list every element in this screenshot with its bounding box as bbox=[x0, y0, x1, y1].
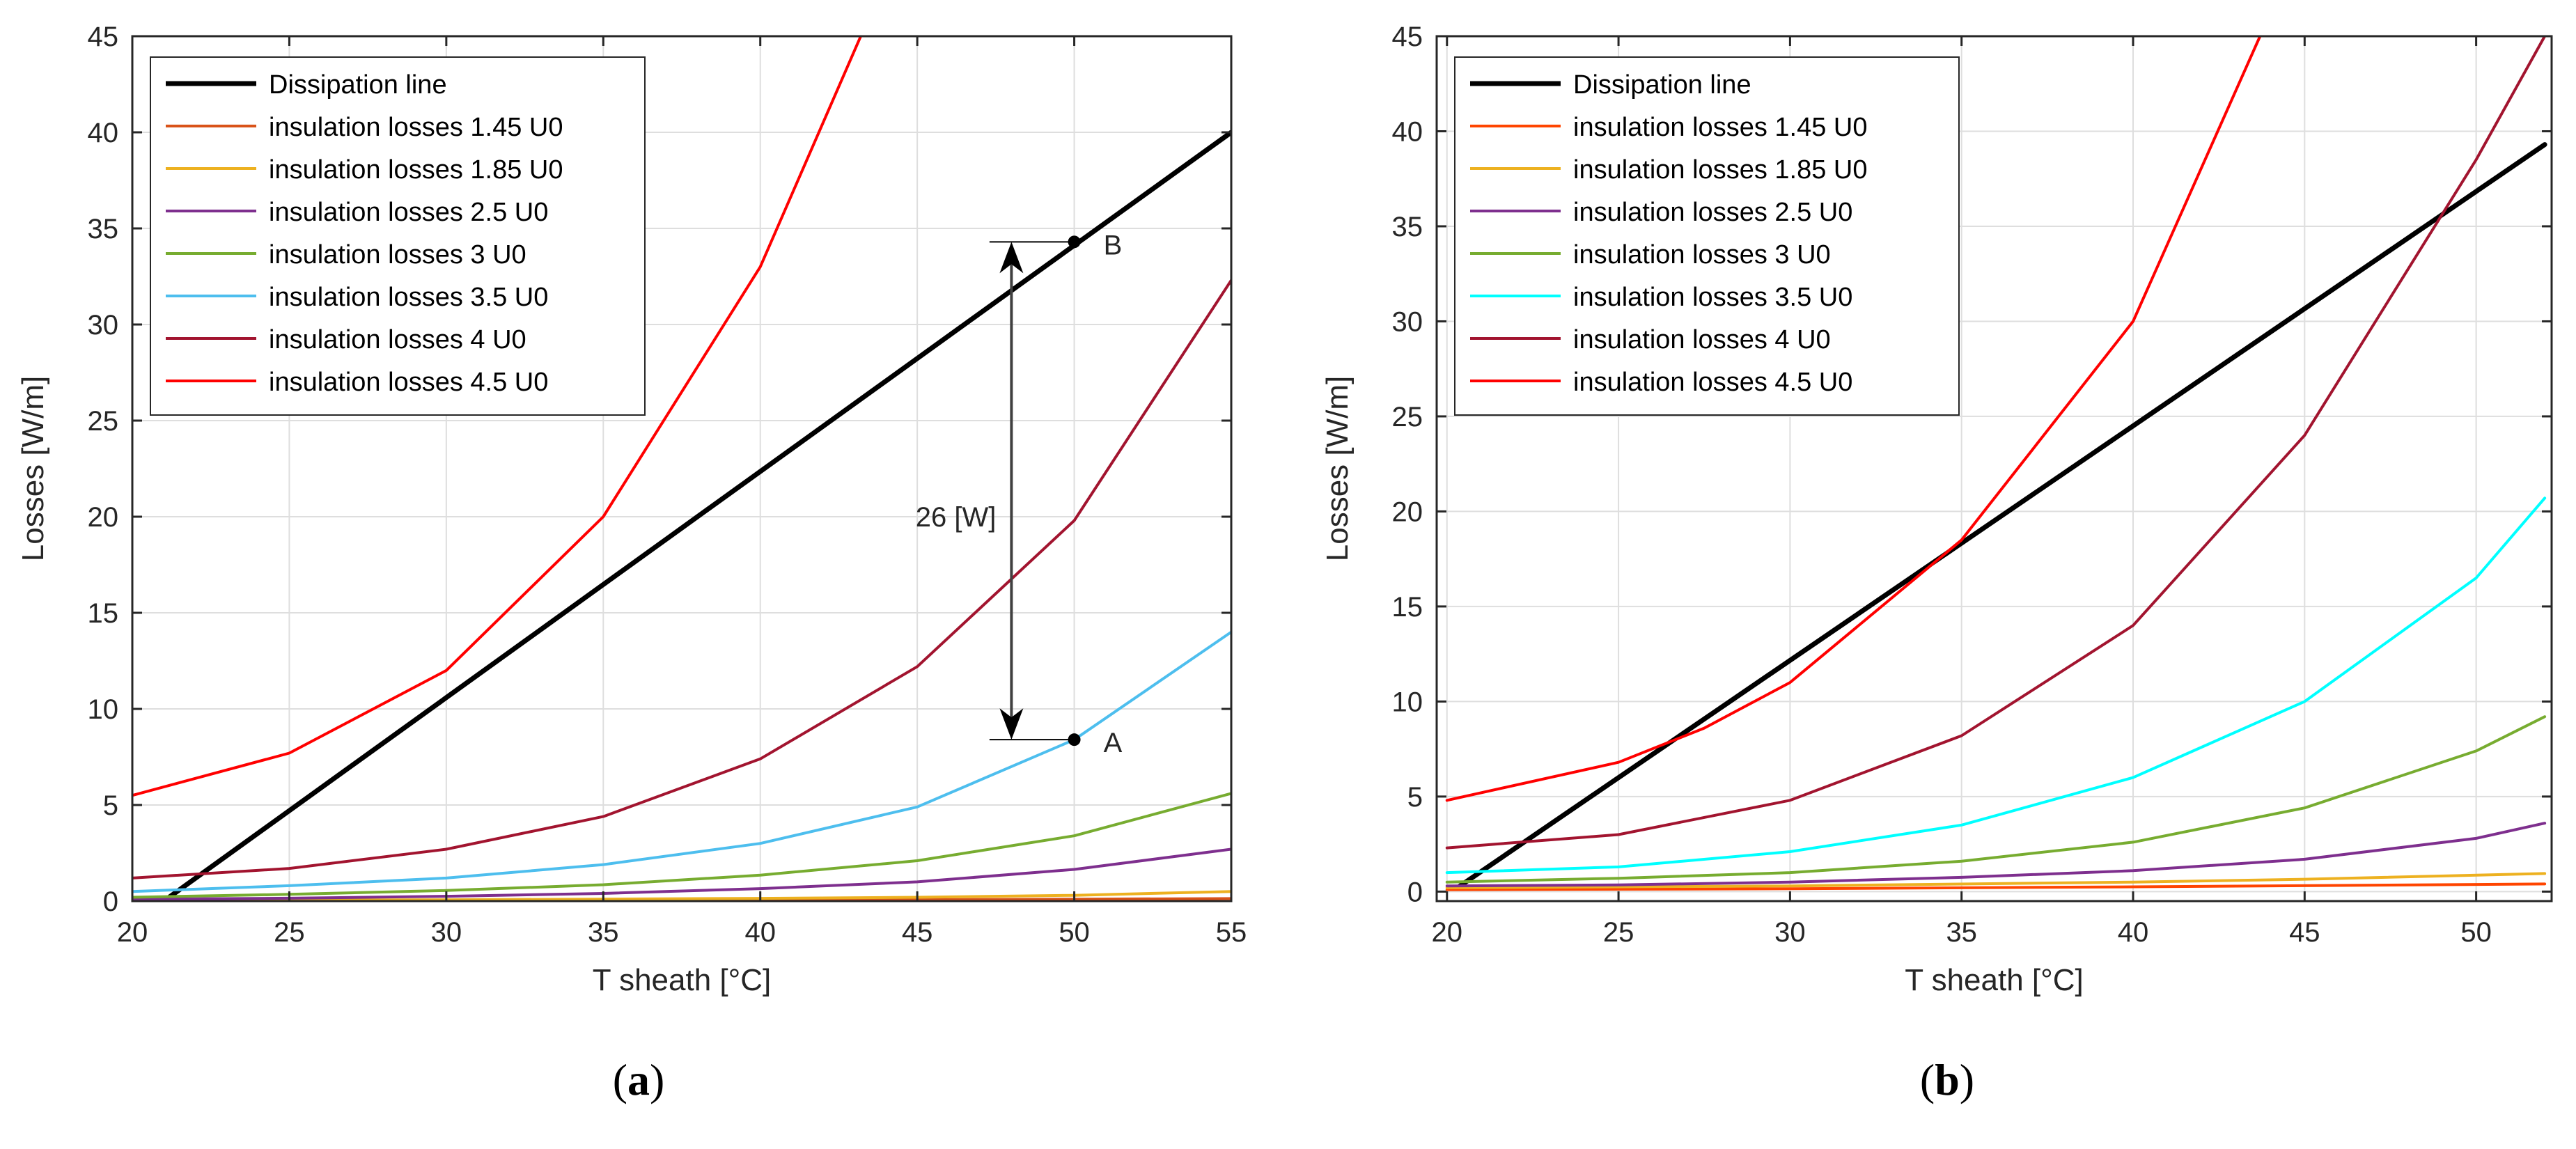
panel-caption-letter: a bbox=[627, 1055, 650, 1104]
y-tick-label: 30 bbox=[1392, 306, 1423, 337]
arrow-difference-label: 26 [W] bbox=[916, 502, 997, 533]
legend-box bbox=[1454, 56, 1960, 416]
series-line-6 bbox=[1445, 36, 2547, 850]
y-axis-label: Losses [W/m] bbox=[1320, 376, 1355, 562]
series-line-4 bbox=[132, 792, 1231, 899]
y-tick-label: 0 bbox=[103, 886, 118, 917]
x-tick-label: 25 bbox=[1603, 917, 1634, 948]
series-line-2 bbox=[1445, 872, 2547, 889]
series-group bbox=[132, 36, 1231, 901]
y-tick-label: 20 bbox=[88, 502, 119, 533]
legend-entry-0: Dissipation line bbox=[269, 70, 447, 100]
x-axis-label: T sheath [°C] bbox=[593, 963, 771, 997]
legend-entry-6: insulation losses 4 U0 bbox=[269, 325, 526, 354]
legend: Dissipation line insulation losses 1.45 U… bbox=[150, 56, 646, 416]
chart-panel-b: 20 25 30 35 40 45 50 0 5 10 15 20 25 30 35 40 45 T sheath… bbox=[1320, 22, 2553, 1104]
y-tick-label: 45 bbox=[1392, 22, 1423, 52]
x-tick-label: 55 bbox=[1216, 917, 1247, 948]
y-tick-label: 45 bbox=[88, 22, 119, 52]
series-line-4 bbox=[1445, 715, 2547, 884]
x-tick-label: 45 bbox=[2289, 917, 2320, 948]
x-tick-label: 30 bbox=[1774, 917, 1806, 948]
legend-entry-5: insulation losses 3.5 U0 bbox=[1573, 283, 1852, 312]
series-line-7 bbox=[132, 36, 862, 797]
legend-entry-4: insulation losses 3 U0 bbox=[1573, 240, 1831, 269]
legend-entry-3: insulation losses 2.5 U0 bbox=[269, 198, 548, 227]
legend-entry-1: insulation losses 1.45 U0 bbox=[269, 113, 563, 142]
arrow-head-up bbox=[999, 242, 1024, 274]
x-tick-label: 45 bbox=[902, 917, 933, 948]
series-line-0 bbox=[1455, 142, 2547, 891]
series-line-5 bbox=[132, 630, 1231, 893]
y-tick-label: 35 bbox=[1392, 212, 1423, 242]
x-tick-label: 50 bbox=[1059, 917, 1090, 948]
panel-caption-b: (b) bbox=[1920, 1055, 1974, 1104]
legend-entry-2: insulation losses 1.85 U0 bbox=[1573, 155, 1867, 185]
series-line-1 bbox=[1445, 882, 2547, 891]
point-a-label: A bbox=[1104, 728, 1123, 758]
series-line-5 bbox=[1445, 497, 2547, 875]
series-line-3 bbox=[132, 847, 1231, 901]
legend: Dissipation line insulation losses 1.45 U… bbox=[1454, 56, 1960, 416]
x-tick-label: 40 bbox=[744, 917, 776, 948]
legend-entry-7: insulation losses 4.5 U0 bbox=[269, 368, 548, 397]
series-line-6 bbox=[132, 279, 1231, 880]
legend-box bbox=[150, 56, 646, 416]
x-tick-label: 40 bbox=[2118, 917, 2149, 948]
y-tick-label: 10 bbox=[88, 694, 119, 725]
legend-entry-5: insulation losses 3.5 U0 bbox=[269, 283, 548, 312]
series-group bbox=[1445, 36, 2547, 891]
x-tick-label: 35 bbox=[588, 917, 619, 948]
point-b-dot bbox=[1068, 235, 1081, 249]
y-tick-label: 40 bbox=[88, 118, 119, 148]
y-tick-label: 15 bbox=[1392, 592, 1423, 623]
y-tick-label: 20 bbox=[1392, 497, 1423, 527]
legend-entry-1: insulation losses 1.45 U0 bbox=[1573, 113, 1867, 142]
x-tick-label: 20 bbox=[117, 917, 148, 948]
y-tick-label: 30 bbox=[88, 310, 119, 341]
x-tick-label: 35 bbox=[1946, 917, 1977, 948]
x-tick-label: 30 bbox=[431, 917, 462, 948]
axes-box bbox=[131, 35, 1233, 902]
y-tick-label: 5 bbox=[1407, 782, 1423, 813]
y-axis-label: Losses [W/m] bbox=[16, 376, 50, 562]
legend-entry-6: insulation losses 4 U0 bbox=[1573, 325, 1831, 354]
series-line-2 bbox=[132, 890, 1231, 901]
x-tick-label: 20 bbox=[1432, 917, 1463, 948]
legend-entry-3: insulation losses 2.5 U0 bbox=[1573, 198, 1852, 227]
y-tick-label: 5 bbox=[103, 790, 118, 821]
y-tick-label: 25 bbox=[88, 406, 119, 437]
legend-entry-7: insulation losses 4.5 U0 bbox=[1573, 368, 1852, 397]
point-b-label: B bbox=[1104, 230, 1123, 260]
series-line-3 bbox=[1445, 822, 2547, 888]
x-axis-label: T sheath [°C] bbox=[1905, 963, 2083, 997]
legend-entry-0: Dissipation line bbox=[1573, 70, 1751, 100]
panel-caption-a: (a) bbox=[613, 1055, 665, 1104]
annotations: B A 26 [W] bbox=[916, 230, 1123, 758]
y-tick-label: 15 bbox=[88, 598, 119, 629]
y-tick-label: 0 bbox=[1407, 877, 1423, 907]
arrow-head-down bbox=[999, 708, 1024, 740]
x-tick-label: 50 bbox=[2460, 917, 2492, 948]
point-a-dot bbox=[1068, 733, 1081, 747]
x-tick-label: 25 bbox=[274, 917, 305, 948]
y-tick-label: 35 bbox=[88, 214, 119, 244]
axes-box bbox=[1435, 35, 2553, 902]
legend-entry-2: insulation losses 1.85 U0 bbox=[269, 155, 563, 185]
panel-caption-letter: b bbox=[1935, 1055, 1960, 1104]
y-tick-label: 40 bbox=[1392, 116, 1423, 147]
series-line-0 bbox=[161, 130, 1231, 901]
y-tick-label: 10 bbox=[1392, 687, 1423, 717]
chart-panel-a: B A 26 [W] 20 25 30 35 40 45 50 55 0 5 10 15 20 25 30 35 40… bbox=[16, 22, 1247, 1104]
legend-entry-4: insulation losses 3 U0 bbox=[269, 240, 526, 269]
series-line-7 bbox=[1445, 36, 2262, 802]
y-tick-label: 25 bbox=[1392, 402, 1423, 432]
